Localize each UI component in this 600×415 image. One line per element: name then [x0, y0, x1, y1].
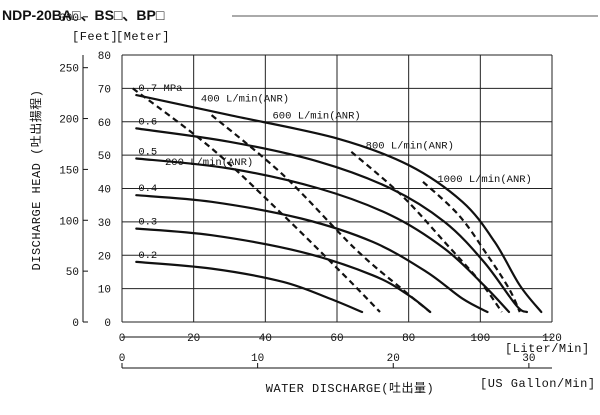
air-consumption-label: 1000 L/min(ANR) [437, 174, 532, 186]
x-tick-label: 60 [330, 333, 343, 345]
x-tick-label: 120 [542, 333, 562, 345]
x-tick-label: 40 [259, 333, 272, 345]
pressure-curve [135, 127, 528, 314]
y2-tick-label: 250 [59, 64, 79, 76]
y-axis-title: DISCHARGE HEAD (吐出揚程) [28, 90, 44, 271]
air-consumption-label: 800 L/min(ANR) [366, 140, 454, 152]
y-tick-label: 70 [98, 84, 111, 96]
y2-tick-label: 100 [59, 216, 79, 228]
y2-units: [Feet] [72, 30, 118, 44]
chart-title: NDP-20BA□、BS□、BP□ [2, 7, 165, 23]
pressure-curves [135, 94, 543, 314]
x2-tick-label: 20 [387, 353, 400, 365]
air-consumption-line [210, 114, 431, 313]
pressure-curve [135, 157, 511, 314]
pressure-label: 0.5 [138, 146, 157, 158]
y-tick-label: 50 [98, 151, 111, 163]
x-axis-title: WATER DISCHARGE(吐出量) [266, 381, 434, 396]
y2-tick-label: 150 [59, 165, 79, 177]
y-tick-label: 10 [98, 285, 111, 297]
y-tick-label: 20 [98, 251, 111, 263]
x-tick-label: 20 [187, 333, 200, 345]
air-consumption-label: 600 L/min(ANR) [273, 110, 361, 122]
air-consumption-line [422, 180, 521, 313]
pressure-curve [135, 227, 432, 314]
y2-tick-label: 50 [66, 267, 79, 279]
pressure-label: 0.7 MPa [138, 83, 182, 95]
y-tick-label: 30 [98, 218, 111, 230]
x-units: [Liter/Min] [505, 342, 590, 356]
air-consumption-label: 400 L/min(ANR) [201, 94, 289, 106]
y2-tick-label: 200 [59, 115, 79, 127]
pressure-label: 0.6 [138, 116, 157, 128]
pressure-label: 0.4 [138, 183, 157, 195]
y-tick-label: 80 [98, 51, 111, 63]
y2-tick-label: 300 [59, 13, 79, 25]
y-tick-label: 40 [98, 185, 111, 197]
pressure-curve [135, 260, 364, 314]
y2-tick-label: 0 [72, 318, 79, 330]
air-consumption-lines [132, 87, 521, 313]
x-tick-label: 80 [402, 333, 415, 345]
grid [121, 54, 553, 323]
air-consumption-line [132, 87, 381, 313]
pressure-curve [135, 194, 489, 314]
x2-tick-label: 0 [119, 353, 126, 365]
air-consumption-label: 200 L/min(ANR) [165, 157, 253, 169]
x2-tick-label: 30 [522, 353, 535, 365]
x-tick-label: 0 [119, 333, 126, 345]
pressure-label: 0.2 [138, 250, 157, 262]
y-units: [Meter] [116, 30, 170, 44]
pressure-label: 0.3 [138, 217, 157, 229]
air-consumption-line [350, 150, 503, 313]
y-tick-label: 60 [98, 118, 111, 130]
curve-labels: 0.7 MPa 0.6 0.5 0.4 0.3 0.2 400 L/min(ANR) 600 … [138, 83, 532, 262]
x-tick-label: 100 [470, 333, 490, 345]
y-tick-label: 0 [104, 318, 111, 330]
x2-units: [US Gallon/Min] [480, 377, 596, 391]
pressure-curve [135, 94, 543, 314]
x2-tick-label: 10 [251, 353, 264, 365]
